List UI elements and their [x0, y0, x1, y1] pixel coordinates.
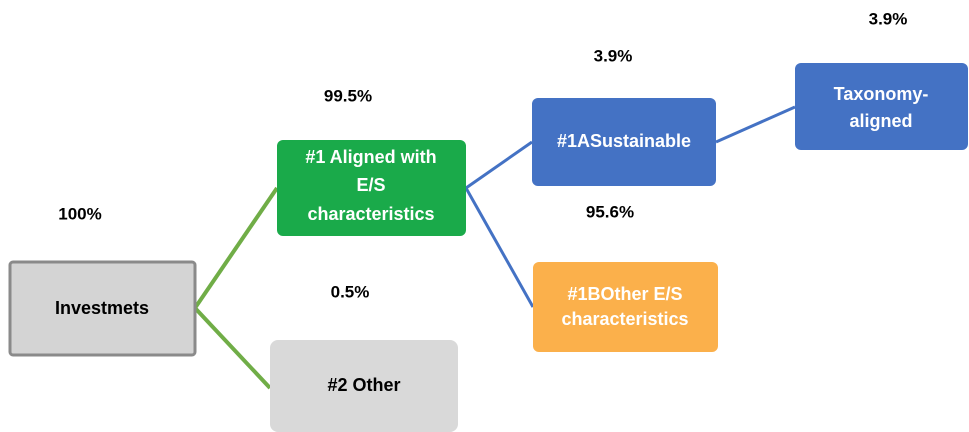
share-label: 3.9% [594, 46, 633, 65]
share-label: 95.6% [586, 202, 634, 221]
node-label: #2 Other [327, 375, 400, 395]
node-label: Investmets [55, 298, 149, 318]
connector [464, 187, 535, 308]
share-label: 100% [58, 204, 101, 223]
connector [715, 105, 796, 144]
node-label: #1BOther E/S [567, 284, 682, 304]
node-box [795, 63, 968, 150]
node-label: aligned [849, 111, 912, 131]
node-label: E/S [356, 175, 385, 195]
connector [193, 186, 279, 310]
node-box [8, 260, 197, 357]
node-box [532, 98, 716, 186]
share-label: 99.5% [324, 86, 372, 105]
node-label: #1ASustainable [557, 131, 691, 151]
node-box [277, 140, 466, 236]
connector [193, 306, 272, 390]
node-box [533, 262, 718, 352]
node-label: characteristics [307, 204, 434, 224]
node-box [270, 340, 458, 432]
connectors [193, 105, 796, 390]
share-label: 3.9% [869, 9, 908, 28]
node-label: characteristics [561, 309, 688, 329]
node-label: #1 Aligned with [305, 147, 436, 167]
connector [465, 140, 533, 190]
share-label: 0.5% [331, 282, 370, 301]
node-label: Taxonomy- [834, 84, 929, 104]
